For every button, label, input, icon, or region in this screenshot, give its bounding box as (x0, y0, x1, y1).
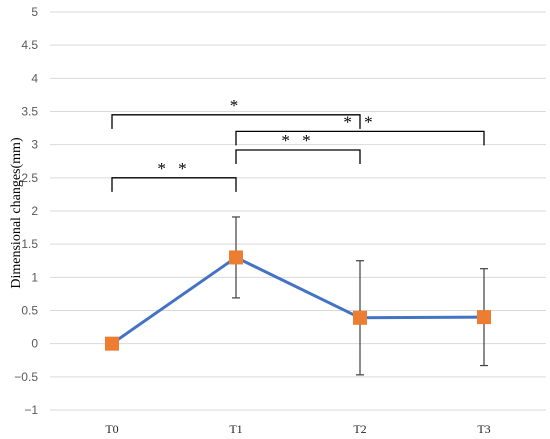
y-tick-label: 2.5 (21, 171, 38, 185)
y-axis-title: Dimensional changes(mm) (9, 137, 24, 289)
y-tick-label: 2 (31, 204, 38, 218)
y-tick-label: −1 (24, 403, 38, 417)
significance-bracket: * * (111, 159, 237, 192)
significance-brackets: * * * * * * * (111, 96, 485, 192)
significance-label: * (230, 96, 243, 115)
y-tick-label: 3 (31, 138, 38, 152)
y-tick-label: 3.5 (21, 105, 38, 119)
y-tick-label: 1 (31, 270, 38, 284)
x-tick-label: T2 (353, 422, 366, 436)
significance-bracket: * (111, 96, 361, 129)
series-polyline (111, 255, 485, 345)
significance-label: * * (157, 159, 190, 178)
y-axis-ticks: −1 −0.5 0 0.5 1 1.5 2 2.5 3 3.5 4 4.5 5 (14, 5, 38, 417)
series-line (111, 255, 485, 345)
significance-label: * * (281, 131, 314, 150)
bracket-line (111, 177, 237, 192)
y-tick-label: −0.5 (14, 370, 38, 384)
y-tick-label: 1.5 (21, 237, 38, 251)
data-point-marker (477, 310, 491, 325)
y-tick-label: 5 (31, 5, 38, 19)
x-tick-label: T3 (477, 422, 490, 436)
significance-label: * * (343, 112, 376, 131)
data-markers (105, 250, 491, 351)
bracket-line (235, 149, 361, 164)
error-bars (232, 216, 488, 376)
y-tick-label: 4 (31, 71, 38, 85)
data-point-marker (105, 336, 119, 351)
data-point-marker (229, 250, 243, 265)
x-tick-label: T1 (229, 422, 242, 436)
x-axis-ticks: T0 T1 T2 T3 (105, 422, 490, 436)
y-tick-label: 4.5 (21, 38, 38, 52)
x-tick-label: T0 (105, 422, 118, 436)
gridlines (50, 11, 546, 411)
data-point-marker (353, 310, 367, 325)
bracket-line (235, 130, 485, 146)
significance-bracket: * * (235, 131, 361, 164)
significance-bracket: * * (235, 112, 485, 146)
y-tick-label: 0 (31, 337, 38, 351)
bracket-line (111, 114, 361, 129)
y-tick-label: 0.5 (21, 304, 38, 318)
